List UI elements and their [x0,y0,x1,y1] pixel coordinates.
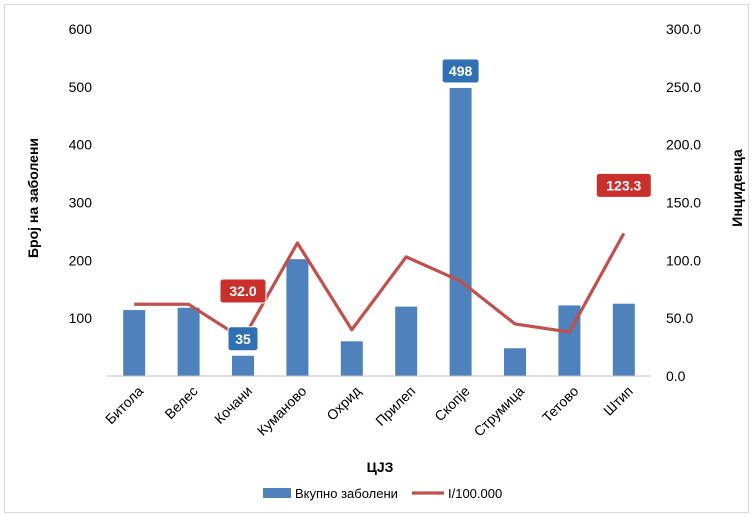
x-tick-label: Штип [600,383,636,419]
bar-Охрид [340,341,363,376]
svg-text:32.0: 32.0 [229,283,256,299]
x-axis-title: ЦЈЗ [367,459,394,475]
y2-tick-label: 50.0 [666,310,693,326]
y-tick-label: 400 [69,137,93,153]
svg-text:123.3: 123.3 [606,177,641,193]
x-tick-label: Струмица [470,383,527,440]
y2-tick-label: 100.0 [666,252,701,268]
x-tick-label: Тетово [539,383,582,426]
data-label: 35 [227,326,259,352]
legend-label-line: I/100.000 [448,486,502,501]
bar-Куманово [286,259,309,376]
y2-tick-label: 250.0 [666,79,701,95]
bar-Кочани [232,355,254,376]
y2-tick-label: 300.0 [666,21,701,37]
legend-label-bars: Вкупно заболени [295,486,398,501]
data-label: 123.3 [595,172,652,198]
x-tick-label: Битола [102,383,146,427]
data-label: 498 [441,58,480,84]
y-tick-label: 600 [69,21,93,37]
y2-tick-label: 200.0 [666,137,701,153]
bar-Скопје [449,87,472,377]
data-label: 32.0 [219,278,267,304]
x-tick-label: Охрид [323,383,364,424]
x-tick-label: Куманово [254,383,310,439]
x-tick-label: Прилеп [372,383,418,429]
y2-tick-label: 0.0 [666,368,686,384]
y-axis-title: Број на заболени [25,138,41,258]
bar-Битола [123,310,146,376]
y2-axis-title: Инциденца [729,149,745,227]
y-tick-label: 500 [69,79,93,95]
svg-text:498: 498 [449,63,473,79]
bar-Штип [612,303,635,376]
y2-tick-label: 150.0 [666,195,701,211]
x-tick-label: Кочани [211,383,255,427]
bar-Велес [177,307,200,376]
x-tick-label: Скопје [431,383,473,425]
line-series-incidence [134,232,626,341]
x-tick-label: Велес [161,383,200,422]
y-tick-label: 200 [69,252,93,268]
legend-swatch-bars [263,488,291,498]
bar-Струмица [504,348,526,376]
y-tick-label: 100 [69,310,93,326]
svg-text:35: 35 [235,331,251,347]
y-tick-label: 300 [69,195,93,211]
bar-Прилеп [395,306,418,376]
